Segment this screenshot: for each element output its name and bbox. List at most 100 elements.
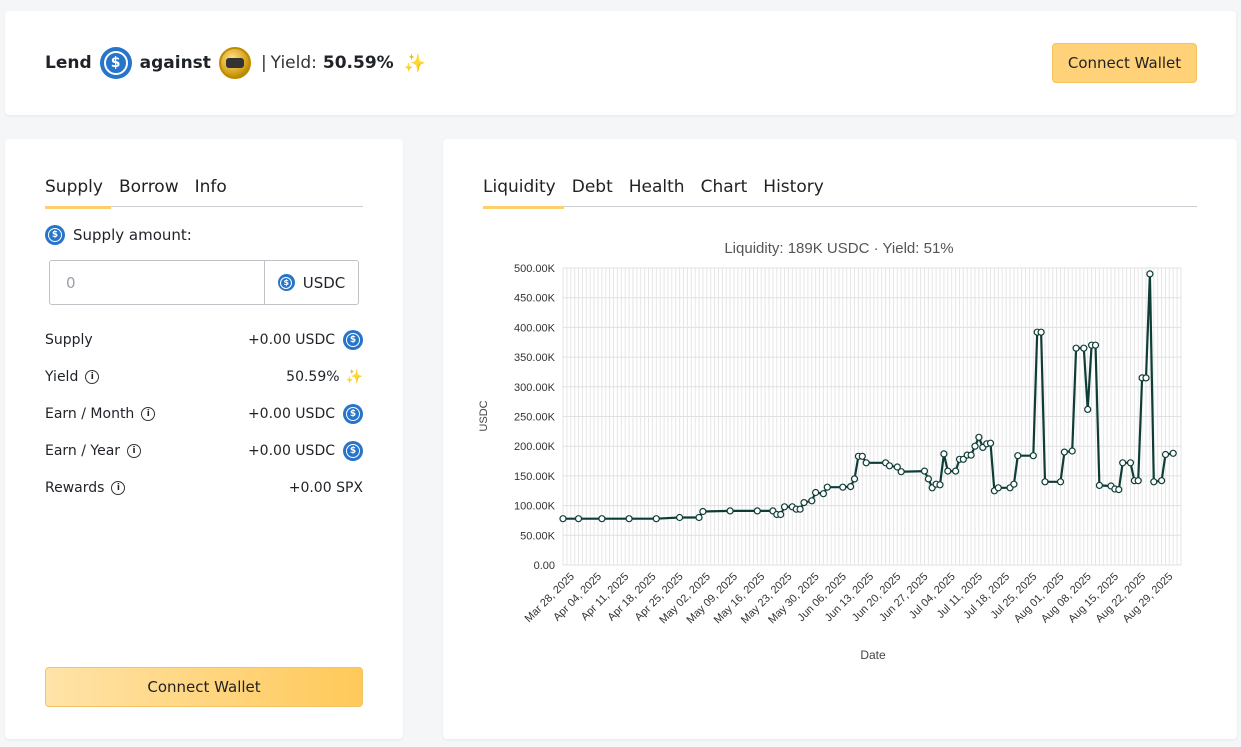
page-title: Lend $ against | Yield: 50.59% ✨ — [45, 47, 426, 79]
supply-panel-tabs: Supply Borrow Info — [45, 171, 363, 209]
data-point — [994, 484, 1002, 492]
data-point — [1029, 452, 1037, 460]
data-point — [574, 515, 583, 523]
data-point — [808, 497, 816, 505]
spx-token-icon — [218, 47, 251, 79]
supply-unit: $ USDC — [264, 261, 358, 304]
data-point — [1134, 477, 1142, 485]
tab-history[interactable]: History — [763, 177, 824, 197]
data-point — [920, 467, 929, 475]
y-tick-label: 400.00K — [514, 322, 556, 334]
info-icon[interactable]: i — [111, 480, 126, 495]
stats-panel: Liquidity Debt Health Chart History Liqu… — [443, 139, 1237, 739]
usdc-coin-icon: $ — [343, 329, 363, 350]
data-point — [1142, 374, 1150, 382]
supply-panel: Supply Borrow Info $ Supply amount: $ US… — [5, 139, 403, 739]
data-point — [1080, 344, 1088, 352]
data-point — [1091, 341, 1100, 349]
summary-row-earn-month: Earn / Month i +0.00 USDC $ — [45, 395, 363, 432]
data-point — [952, 467, 960, 475]
data-point — [800, 499, 808, 507]
data-point — [971, 442, 979, 450]
data-point — [940, 450, 948, 458]
data-point — [986, 439, 995, 447]
chart-title: Liquidity: 189K USDC · Yield: 51% — [724, 240, 953, 257]
data-point — [959, 455, 967, 463]
title-separator: | — [260, 53, 267, 73]
lend-label: Lend — [45, 53, 92, 73]
data-point — [780, 503, 789, 511]
data-point — [850, 475, 859, 483]
connect-wallet-button[interactable]: Connect Wallet — [1052, 43, 1197, 83]
data-point — [652, 515, 660, 523]
supply-amount-label: $ Supply amount: — [45, 225, 192, 245]
data-point — [819, 490, 827, 498]
connect-wallet-button[interactable]: Connect Wallet — [45, 667, 363, 707]
y-tick-label: 450.00K — [514, 293, 556, 305]
data-point — [944, 467, 952, 475]
supply-amount-field: $ USDC — [49, 260, 359, 305]
data-point — [695, 513, 703, 522]
liquidity-chart: Liquidity: 189K USDC · Yield: 51% 0.00 50… — [478, 240, 1182, 662]
data-point — [936, 481, 944, 489]
data-point — [598, 515, 606, 523]
tab-supply[interactable]: Supply — [45, 171, 111, 209]
y-tick-label: 0.00 — [534, 560, 555, 572]
summary-label: Supply — [45, 331, 93, 348]
summary-row-yield: Yield i 50.59% ✨ — [45, 358, 363, 395]
summary-label: Earn / Year — [45, 442, 121, 459]
data-point — [1115, 486, 1123, 494]
supply-amount-text: Supply amount: — [73, 226, 192, 244]
tab-borrow[interactable]: Borrow — [118, 177, 179, 197]
yield-value: 50.59% — [322, 53, 394, 73]
data-point — [893, 463, 901, 471]
summary-value: +0.00 USDC — [247, 331, 335, 348]
data-point — [1060, 448, 1069, 456]
data-point — [812, 488, 820, 497]
data-point — [967, 451, 975, 459]
summary-value: +0.00 SPX — [288, 479, 363, 496]
chart-y-ticks: 0.00 50.00K 100.00K 150.00K 200.00K 250.00K 30… — [514, 263, 556, 572]
usdc-coin-icon: $ — [99, 47, 132, 79]
supply-summary: Supply +0.00 USDC $ Yield i 50.59% ✨ Earn /… — [45, 321, 363, 506]
info-icon[interactable]: i — [141, 406, 156, 421]
data-point — [839, 483, 847, 491]
summary-value: +0.00 USDC — [247, 442, 335, 459]
summary-label: Yield — [45, 368, 79, 385]
data-point — [858, 452, 866, 460]
supply-amount-input[interactable] — [50, 261, 264, 304]
data-point — [1068, 447, 1076, 455]
chart-grid — [562, 267, 1182, 566]
data-point — [1161, 450, 1170, 459]
data-point — [1041, 478, 1049, 486]
data-point — [823, 483, 831, 491]
data-point — [796, 505, 804, 513]
data-point — [699, 507, 707, 516]
tab-liquidity[interactable]: Liquidity — [483, 171, 564, 209]
liquidity-series-line — [563, 273, 1174, 520]
tab-debt[interactable]: Debt — [571, 177, 613, 197]
data-point — [777, 510, 785, 519]
data-point — [1169, 449, 1177, 457]
data-point — [862, 459, 870, 467]
data-point — [1037, 328, 1045, 336]
sparkle-icon: ✨ — [345, 368, 363, 385]
data-point — [924, 475, 932, 483]
y-tick-label: 500.00K — [514, 263, 556, 275]
y-tick-label: 150.00K — [514, 471, 556, 483]
info-icon[interactable]: i — [85, 369, 100, 384]
summary-value: +0.00 USDC — [247, 405, 335, 422]
tab-chart[interactable]: Chart — [700, 177, 748, 197]
yield-label: Yield: — [270, 53, 317, 73]
y-tick-label: 100.00K — [514, 501, 556, 513]
y-axis-label: USDC — [478, 400, 490, 431]
summary-row-supply: Supply +0.00 USDC $ — [45, 321, 363, 358]
data-point — [1010, 480, 1018, 488]
tab-health[interactable]: Health — [628, 177, 685, 197]
data-point — [885, 462, 894, 470]
against-label: against — [139, 53, 211, 73]
tab-info[interactable]: Info — [194, 177, 227, 197]
info-icon[interactable]: i — [127, 443, 142, 458]
y-tick-label: 350.00K — [514, 352, 556, 364]
data-point — [1095, 481, 1104, 489]
